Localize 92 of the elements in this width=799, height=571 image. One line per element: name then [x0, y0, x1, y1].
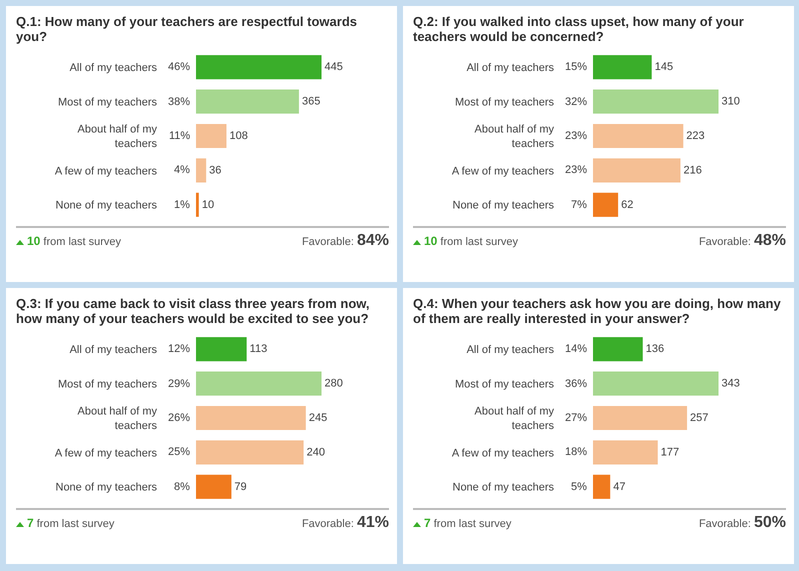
data-label: 223 [686, 130, 705, 142]
y-tick-label: A few of my teachers [54, 165, 158, 178]
text: Favorable: 48% [698, 232, 786, 250]
data-label: 240 [306, 446, 325, 458]
data-label: 145 [654, 61, 674, 74]
y-tick-label: A few of my teachers [452, 447, 554, 460]
y-tick-label: About half of my teachers [78, 406, 158, 432]
y-tick-label: A few of my teachers [452, 165, 554, 178]
text: 18% [565, 446, 588, 458]
text: 25% [168, 446, 190, 458]
text: 12% [168, 343, 190, 355]
text: 7 from last survey [27, 516, 114, 530]
bar [196, 55, 322, 80]
text: Favorable: 84% [302, 232, 389, 250]
data-label: 365 [302, 96, 320, 108]
bar [593, 474, 610, 499]
y-tick-label: None of my teachers [452, 200, 554, 212]
y-tick-label: Most of my teachers [58, 96, 158, 108]
bar [593, 440, 658, 464]
bar [196, 90, 299, 114]
bar [593, 124, 684, 148]
bar [196, 474, 232, 499]
text: 7% [571, 199, 588, 211]
text: 27% [565, 412, 588, 424]
chart-title: Q.3: If you came back to visit class three years from now, how many of your teachers would be excited to see you? [16, 296, 371, 326]
text: 23% [565, 164, 588, 176]
data-label: 445 [324, 61, 343, 74]
text: 46% [168, 61, 190, 73]
data-label: 216 [683, 164, 702, 176]
bar [196, 124, 226, 148]
y-tick-label: Most of my teachers [58, 378, 158, 390]
data-label: 245 [308, 412, 328, 424]
bar [593, 372, 719, 396]
data-label: 10 [202, 198, 214, 211]
data-label: 136 [646, 343, 664, 356]
y-tick-label: Most of my teachers [454, 96, 554, 108]
text: 29% [168, 378, 190, 390]
data-label: 113 [250, 343, 268, 356]
bar [196, 158, 206, 182]
y-tick-label: About half of my teachers [78, 124, 158, 150]
bar [593, 337, 643, 362]
y-tick-label: All of my teachers [70, 62, 158, 74]
chart-title: Q.4: When your teachers ask how you are doing, how many of them are really interested in your answer? [413, 296, 782, 326]
data-label: 343 [722, 378, 740, 390]
text: 32% [565, 96, 588, 108]
text: 26% [168, 412, 190, 424]
text: 7 from last survey [424, 516, 512, 530]
text: 4% [174, 164, 190, 176]
y-tick-label: None of my teachers [56, 482, 158, 494]
data-label: 62 [621, 198, 634, 211]
text: 36% [565, 378, 588, 390]
bar [593, 55, 652, 80]
text: 10 from last survey [424, 234, 518, 248]
bar [593, 406, 688, 430]
data-label: 310 [722, 96, 740, 108]
data-label: 177 [660, 446, 680, 458]
bar [196, 440, 304, 464]
y-tick-label: About half of my teachers [474, 406, 554, 432]
text: 14% [565, 343, 588, 355]
y-tick-label: None of my teachers [56, 200, 158, 212]
text: 23% [565, 130, 588, 142]
y-tick-label: All of my teachers [466, 62, 554, 74]
text: 1% [174, 199, 190, 211]
bar [196, 337, 247, 362]
text: 10 from last survey [27, 234, 122, 248]
data-label: 280 [324, 378, 343, 390]
bar [593, 158, 680, 182]
bar [196, 372, 322, 396]
chart-title: Q.1: How many of your teachers are respectful towards you? [16, 14, 358, 44]
data-label: 108 [229, 130, 248, 142]
bar [593, 192, 618, 217]
text: 38% [168, 96, 190, 108]
y-tick-label: A few of my teachers [54, 447, 158, 460]
y-tick-label: About half of my teachers [474, 124, 554, 150]
y-tick-label: All of my teachers [466, 344, 554, 356]
y-tick-label: Most of my teachers [454, 378, 554, 390]
chart-title: Q.2: If you walked into class upset, how many of your teachers would be concerned? [413, 14, 745, 44]
text: Favorable: 41% [302, 514, 389, 532]
bar [196, 406, 306, 430]
text: 15% [565, 61, 588, 73]
data-label: 36 [209, 164, 222, 176]
data-label: 79 [234, 480, 247, 493]
bar [196, 192, 199, 217]
y-tick-label: All of my teachers [70, 344, 158, 356]
data-label: 47 [613, 480, 626, 493]
bar [593, 90, 719, 114]
text: 8% [174, 481, 190, 493]
y-tick-label: None of my teachers [452, 482, 554, 494]
text: Favorable: 50% [698, 514, 786, 532]
text: 5% [571, 481, 588, 493]
data-label: 257 [690, 412, 708, 424]
text: 11% [169, 130, 190, 142]
